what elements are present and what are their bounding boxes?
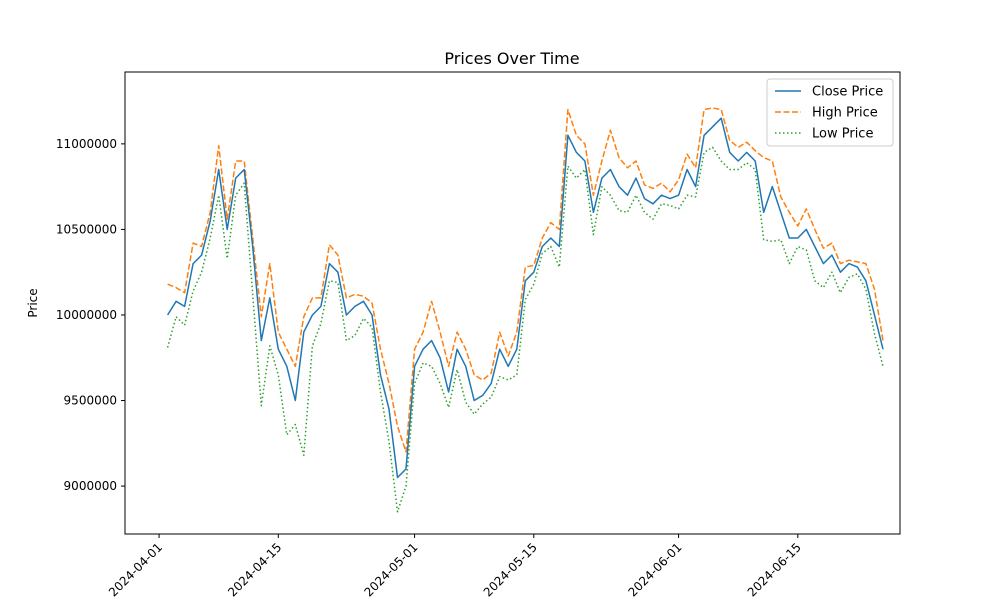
legend-label-close: Close Price [812,85,883,100]
legend-label-low: Low Price [812,127,873,142]
legend-box [766,78,894,147]
plot-frame [124,71,901,535]
high-price-line [167,107,884,453]
y-axis-label: Price [26,288,40,317]
y-axis: 9000000 9500000 10000000 10500000 11000000 [56,137,125,493]
chart-title: Prices Over Time [444,49,579,68]
plot-lines [166,107,884,513]
y-tick-label: 9000000 [64,479,117,493]
close-price-line [166,117,884,479]
legend-label-high: High Price [812,106,878,121]
y-tick-label: 10000000 [56,308,117,322]
y-tick-label: 9500000 [64,394,117,408]
y-tick-label: 10500000 [56,222,117,236]
y-tick-label: 11000000 [56,137,117,151]
low-price-line [166,146,884,513]
legend: Close Price High Price Low Price [766,78,894,147]
